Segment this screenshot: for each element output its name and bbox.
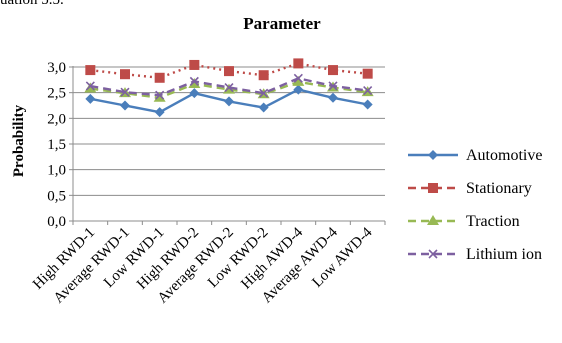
series-line: [90, 80, 368, 100]
series-3: [85, 73, 373, 100]
legend-item: Automotive: [408, 147, 542, 164]
legend-label: Stationary: [466, 180, 532, 197]
y-tick-label: 3,0: [47, 60, 66, 76]
data-point: [189, 59, 200, 70]
y-tick-label: 1,0: [47, 163, 66, 179]
data-point: [224, 66, 234, 77]
series-line: [90, 77, 368, 97]
y-tick-label: 2,5: [47, 86, 66, 102]
legend-marker: [427, 215, 439, 225]
y-tick-label: 2,0: [47, 111, 66, 127]
data-point: [259, 88, 269, 98]
series-0: [85, 84, 373, 118]
data-point: [154, 107, 165, 118]
data-point: [362, 68, 373, 79]
y-tick-label: 0,5: [47, 188, 66, 204]
y-tick-labels: 0,0 0,5 1,0 1,5 2,0 2,5 3,0: [47, 60, 66, 230]
data-point: [293, 84, 304, 95]
data-point: [120, 87, 130, 97]
data-point: [155, 90, 165, 100]
data-point: [293, 73, 303, 83]
data-point: [224, 82, 234, 93]
legend-marker: [428, 150, 438, 160]
data-point: [292, 75, 305, 86]
data-point: [120, 69, 130, 80]
data-point: [328, 65, 338, 76]
legend-item: Traction: [408, 213, 520, 230]
y-axis-label: Probability: [11, 104, 27, 177]
data-point: [328, 92, 338, 103]
axes: [69, 66, 386, 225]
series-1: [85, 58, 373, 83]
data-point: [258, 102, 269, 113]
y-tick-label: 0,0: [47, 214, 66, 230]
legend-label: Lithium ion: [466, 246, 542, 263]
data-point: [85, 81, 95, 91]
data-point: [328, 81, 338, 91]
legend: Automotive Stationary Traction Lithium ion: [408, 147, 542, 263]
chart-title: Parameter: [243, 14, 321, 33]
data-point: [154, 72, 165, 83]
data-point: [363, 86, 373, 96]
legend-marker: [428, 183, 438, 193]
legend-item: Lithium ion: [408, 246, 542, 263]
y-tick-label: 1,5: [47, 137, 66, 153]
data-point: [293, 58, 304, 69]
legend-marker: [428, 249, 438, 259]
data-point: [85, 65, 96, 76]
data-point: [189, 88, 200, 99]
data-point: [85, 93, 96, 104]
legend-label: Automotive: [466, 147, 542, 164]
data-point: [189, 76, 199, 86]
legend-label: Traction: [466, 213, 520, 230]
data-point: [362, 99, 373, 110]
data-point: [120, 100, 130, 111]
data-point: [258, 70, 269, 81]
legend-item: Stationary: [408, 180, 532, 197]
series-lines: [84, 58, 374, 118]
page-header-text: uation 5.5.: [0, 0, 64, 8]
data-point: [224, 96, 234, 107]
